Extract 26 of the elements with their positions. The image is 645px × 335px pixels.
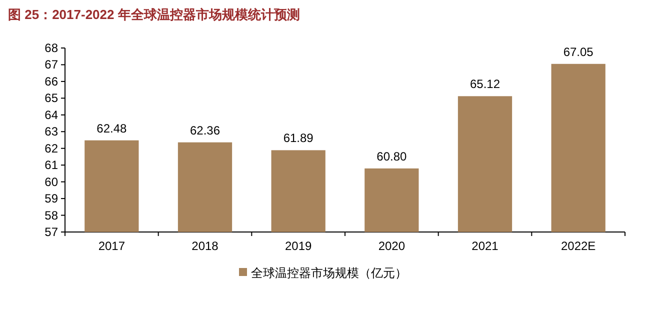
y-tick-label: 58 (44, 208, 58, 222)
x-tick-label: 2017 (98, 239, 126, 253)
data-label: 62.36 (190, 123, 220, 138)
y-tick-label: 63 (44, 124, 58, 139)
y-tick-label: 65 (44, 91, 58, 106)
y-tick-label: 68 (44, 41, 58, 55)
y-tick-label: 60 (44, 174, 58, 189)
data-label: 65.12 (470, 77, 500, 92)
title: 图 25：2017-2022 年全球温控器市场规模统计预测 (8, 7, 300, 22)
y-tick-label: 62 (44, 141, 58, 156)
y-tick-label: 64 (44, 108, 58, 122)
data-label: 61.89 (283, 131, 314, 146)
x-tick-label: 2019 (284, 239, 312, 253)
data-label: 62.48 (96, 121, 128, 136)
y-tick-label: 59 (44, 192, 58, 206)
y-tick-label: 61 (44, 158, 58, 172)
legend: 全球温控器市场规模（亿元） (239, 266, 407, 280)
x-tick-label: 2022E (560, 239, 596, 253)
y-tick-label: 66 (44, 74, 58, 88)
data-label: 60.80 (376, 149, 408, 164)
data-label: 67.05 (563, 44, 594, 59)
y-tick-label: 67 (44, 58, 58, 72)
y-tick-label: 57 (44, 225, 58, 239)
x-tick-label: 2018 (192, 239, 219, 253)
x-tick-label: 2021 (472, 239, 499, 253)
x-tick-label: 2020 (378, 239, 406, 253)
